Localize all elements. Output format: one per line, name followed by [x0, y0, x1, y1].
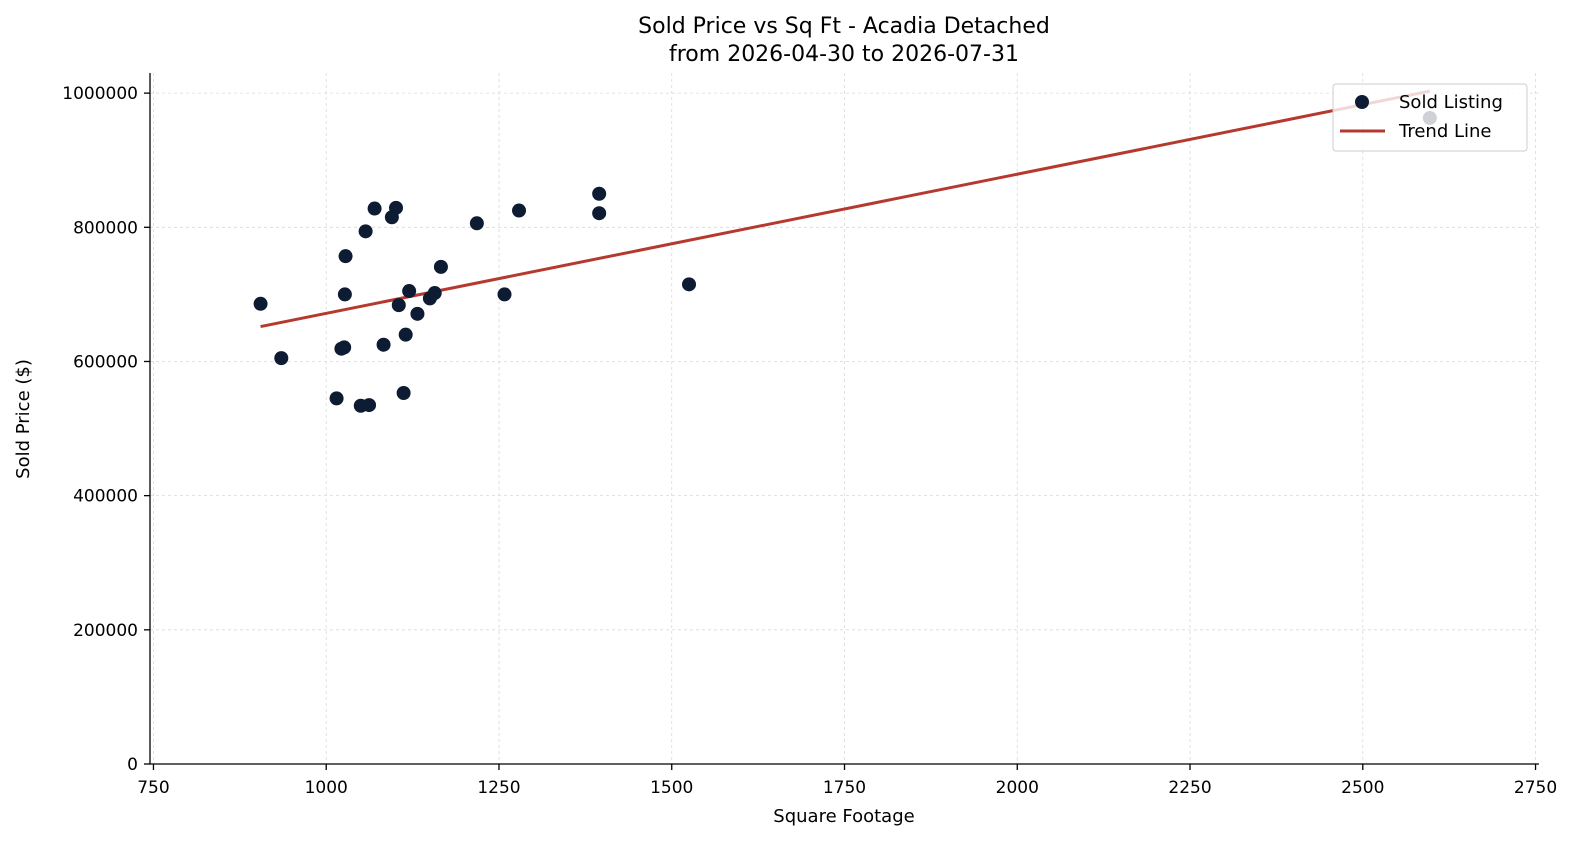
legend-marker-sold-listing — [1355, 95, 1369, 109]
data-point — [469, 216, 484, 231]
trend-line-layer — [260, 89, 1431, 329]
data-point — [253, 296, 268, 311]
trend-line — [260, 89, 1431, 329]
data-point — [402, 284, 417, 299]
y-tick-label: 1000000 — [62, 84, 138, 104]
x-tick-label: 2250 — [1168, 778, 1211, 798]
x-tick-label: 1500 — [650, 778, 693, 798]
chart-title: Sold Price vs Sq Ft - Acadia Detached — [638, 14, 1050, 39]
data-point — [592, 186, 607, 201]
legend-box — [1332, 83, 1528, 152]
x-tick-label: 1750 — [823, 778, 866, 798]
data-point — [362, 398, 377, 413]
chart-subtitle: from 2026-04-30 to 2026-07-31 — [669, 42, 1019, 67]
data-point — [497, 287, 512, 302]
data-point — [391, 298, 406, 313]
x-tick-label: 2750 — [1514, 778, 1557, 798]
y-tick-label: 600000 — [73, 352, 138, 372]
y-tick-label: 800000 — [73, 218, 138, 238]
data-point — [274, 351, 289, 366]
x-tick-label: 1000 — [305, 778, 348, 798]
data-point — [682, 277, 697, 292]
data-point — [427, 286, 442, 301]
data-point — [396, 386, 411, 401]
data-point — [329, 391, 344, 406]
data-point — [410, 306, 425, 321]
data-point — [376, 337, 391, 352]
data-point — [337, 287, 352, 302]
y-axis-label: Sold Price ($) — [13, 359, 34, 479]
data-point — [592, 206, 607, 221]
grid — [150, 73, 1539, 765]
legend-label-sold-listing: Sold Listing — [1399, 92, 1503, 113]
data-point — [367, 201, 382, 216]
x-tick-label: 2000 — [996, 778, 1039, 798]
data-point — [338, 249, 353, 264]
y-axis-ticks: 0 200000 400000 600000 800000 1000000 — [62, 84, 150, 775]
legend: Sold Listing Trend Line — [1332, 83, 1528, 152]
data-point — [337, 340, 352, 355]
data-point — [512, 203, 527, 218]
y-tick-label: 200000 — [73, 621, 138, 641]
y-tick-label: 400000 — [73, 487, 138, 507]
x-axis-ticks: 750 1000 1250 1500 1750 2000 2250 2500 2750 — [137, 764, 1557, 798]
x-tick-label: 2500 — [1341, 778, 1384, 798]
x-tick-label: 750 — [137, 778, 169, 798]
data-point — [389, 200, 404, 215]
x-tick-label: 1250 — [477, 778, 520, 798]
x-axis-label: Square Footage — [773, 806, 914, 827]
data-point — [398, 327, 413, 342]
y-tick-label: 0 — [127, 755, 138, 775]
legend-label-trend-line: Trend Line — [1398, 121, 1492, 142]
data-points — [253, 110, 1437, 413]
data-point — [358, 224, 373, 239]
data-point — [433, 259, 448, 274]
